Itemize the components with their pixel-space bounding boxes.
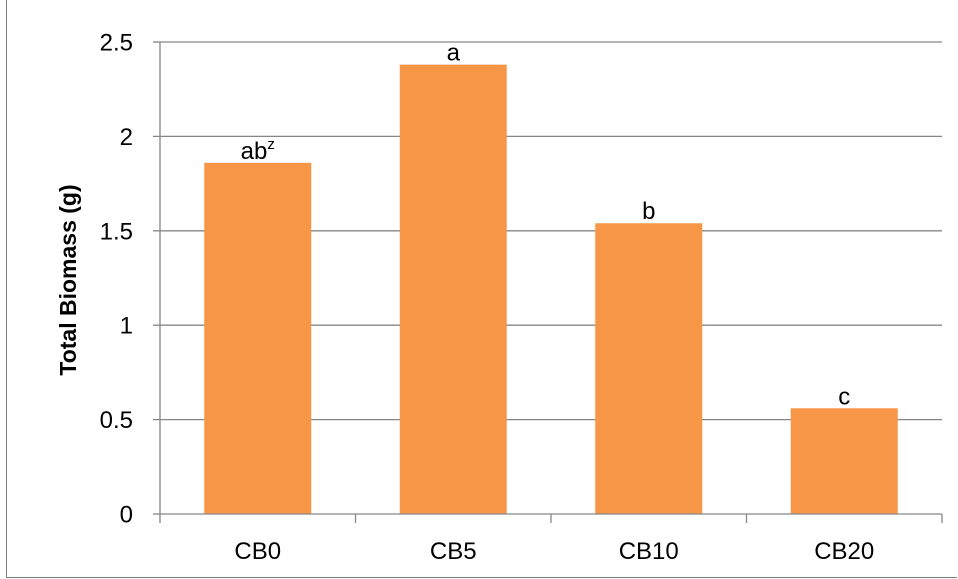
bar-label: c bbox=[838, 383, 850, 410]
y-tick-labels: 0 0.5 1 1.5 2 2.5 bbox=[100, 30, 133, 529]
y-tick-label: 2.5 bbox=[100, 30, 133, 57]
bar-label: a bbox=[447, 40, 461, 67]
y-tick-label: 1.5 bbox=[100, 218, 133, 245]
bar-label: abz bbox=[241, 136, 275, 165]
y-tick-label: 0 bbox=[120, 502, 133, 529]
x-tick-label: CB10 bbox=[619, 538, 679, 565]
y-tick-label: 0.5 bbox=[100, 407, 133, 434]
bar-label: b bbox=[642, 198, 655, 225]
bars bbox=[204, 64, 898, 515]
bar-cb0 bbox=[204, 162, 312, 514]
x-tick-label: CB20 bbox=[814, 538, 874, 565]
y-tick-label: 2 bbox=[120, 124, 133, 151]
bar-labels: abz a b c bbox=[241, 40, 851, 411]
y-tick-label: 1 bbox=[120, 313, 133, 340]
y-axis-title: Total Biomass (g) bbox=[55, 184, 81, 375]
chart-frame bbox=[6, 0, 957, 578]
bar-cb5 bbox=[399, 64, 507, 514]
bar-cb20 bbox=[790, 408, 898, 514]
x-tick-label: CB5 bbox=[430, 538, 477, 565]
axes bbox=[153, 41, 943, 523]
x-tick-label: CB0 bbox=[234, 538, 281, 565]
x-tick-labels: CB0 CB5 CB10 CB20 bbox=[234, 538, 874, 565]
bar-cb10 bbox=[595, 223, 703, 515]
